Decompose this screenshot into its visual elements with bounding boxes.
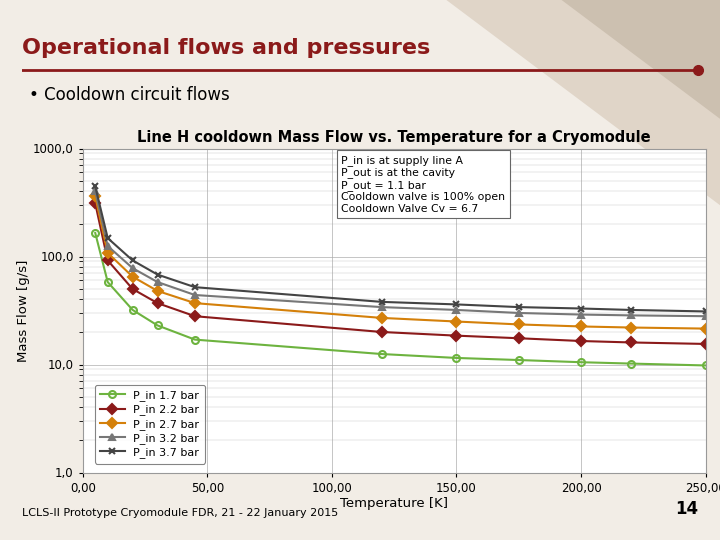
X-axis label: Temperature [K]: Temperature [K] xyxy=(341,497,448,510)
P_in 3.7 bar xyxy=(191,284,199,291)
P_in 3.7 bar xyxy=(452,301,461,308)
Y-axis label: Mass Flow [g/s]: Mass Flow [g/s] xyxy=(17,259,30,362)
P_in 3.2 bar xyxy=(153,279,162,285)
P_in 1.7 bar xyxy=(515,357,523,363)
P_in 3.2 bar xyxy=(577,312,585,318)
P_in 3.2 bar xyxy=(701,313,710,320)
P_in 2.2 bar xyxy=(191,313,199,320)
P_in 2.7 bar xyxy=(191,300,199,306)
Text: 14: 14 xyxy=(675,501,698,518)
P_in 2.2 bar xyxy=(91,200,99,207)
P_in 3.2 bar xyxy=(128,265,137,272)
P_in 1.7 bar xyxy=(191,336,199,343)
Line: P_in 2.2 bar: P_in 2.2 bar xyxy=(91,200,709,347)
P_in 2.7 bar xyxy=(128,273,137,280)
Text: P_in is at supply line A
P_out is at the cavity
P_out = 1.1 bar
Cooldown valve i: P_in is at supply line A P_out is at the… xyxy=(341,155,505,214)
P_in 2.2 bar xyxy=(626,339,635,346)
P_in 2.2 bar xyxy=(128,286,137,292)
P_in 2.7 bar xyxy=(626,325,635,331)
P_in 3.7 bar xyxy=(701,308,710,315)
P_in 1.7 bar xyxy=(128,307,137,313)
Polygon shape xyxy=(446,0,720,205)
P_in 2.7 bar xyxy=(577,323,585,330)
P_in 2.7 bar xyxy=(515,321,523,328)
P_in 1.7 bar xyxy=(104,279,112,285)
P_in 1.7 bar xyxy=(452,355,461,361)
P_in 2.7 bar xyxy=(701,326,710,332)
P_in 3.7 bar xyxy=(91,183,99,190)
Line: P_in 2.7 bar: P_in 2.7 bar xyxy=(91,193,709,332)
P_in 2.7 bar xyxy=(153,288,162,294)
P_in 3.7 bar xyxy=(377,299,386,305)
P_in 2.2 bar xyxy=(577,338,585,345)
Text: LCLS-II Prototype Cryomodule FDR, 21 - 22 January 2015: LCLS-II Prototype Cryomodule FDR, 21 - 2… xyxy=(22,508,338,518)
P_in 1.7 bar xyxy=(153,322,162,329)
Line: P_in 1.7 bar: P_in 1.7 bar xyxy=(91,230,709,369)
P_in 3.2 bar xyxy=(191,292,199,298)
Legend: P_in 1.7 bar, P_in 2.2 bar, P_in 2.7 bar, P_in 3.2 bar, P_in 3.7 bar: P_in 1.7 bar, P_in 2.2 bar, P_in 2.7 bar… xyxy=(94,384,205,464)
P_in 3.2 bar xyxy=(626,312,635,319)
P_in 1.7 bar xyxy=(377,351,386,357)
P_in 1.7 bar xyxy=(91,230,99,237)
P_in 1.7 bar xyxy=(577,359,585,366)
Title: Line H cooldown Mass Flow vs. Temperature for a Cryomodule: Line H cooldown Mass Flow vs. Temperatur… xyxy=(138,130,651,145)
P_in 3.2 bar xyxy=(91,188,99,195)
P_in 2.7 bar xyxy=(452,318,461,325)
P_in 2.2 bar xyxy=(515,335,523,341)
P_in 2.7 bar xyxy=(91,193,99,200)
P_in 3.7 bar xyxy=(128,257,137,264)
P_in 2.2 bar xyxy=(452,333,461,339)
P_in 2.7 bar xyxy=(104,249,112,256)
P_in 3.7 bar xyxy=(153,271,162,278)
Line: P_in 3.7 bar: P_in 3.7 bar xyxy=(91,183,709,315)
P_in 3.2 bar xyxy=(104,243,112,249)
P_in 3.7 bar xyxy=(626,307,635,313)
P_in 3.2 bar xyxy=(452,307,461,313)
P_in 2.2 bar xyxy=(153,300,162,306)
P_in 2.2 bar xyxy=(104,257,112,264)
P_in 3.7 bar xyxy=(104,235,112,241)
P_in 1.7 bar xyxy=(701,362,710,369)
Text: Operational flows and pressures: Operational flows and pressures xyxy=(22,38,430,58)
P_in 2.2 bar xyxy=(377,329,386,335)
Polygon shape xyxy=(562,0,720,119)
P_in 3.7 bar xyxy=(515,304,523,310)
P_in 3.2 bar xyxy=(377,304,386,310)
P_in 3.2 bar xyxy=(515,310,523,316)
P_in 3.7 bar xyxy=(577,305,585,312)
Line: P_in 3.2 bar: P_in 3.2 bar xyxy=(91,188,709,320)
P_in 2.2 bar xyxy=(701,341,710,347)
Text: • Cooldown circuit flows: • Cooldown circuit flows xyxy=(29,86,230,104)
P_in 1.7 bar xyxy=(626,360,635,367)
P_in 2.7 bar xyxy=(377,315,386,321)
